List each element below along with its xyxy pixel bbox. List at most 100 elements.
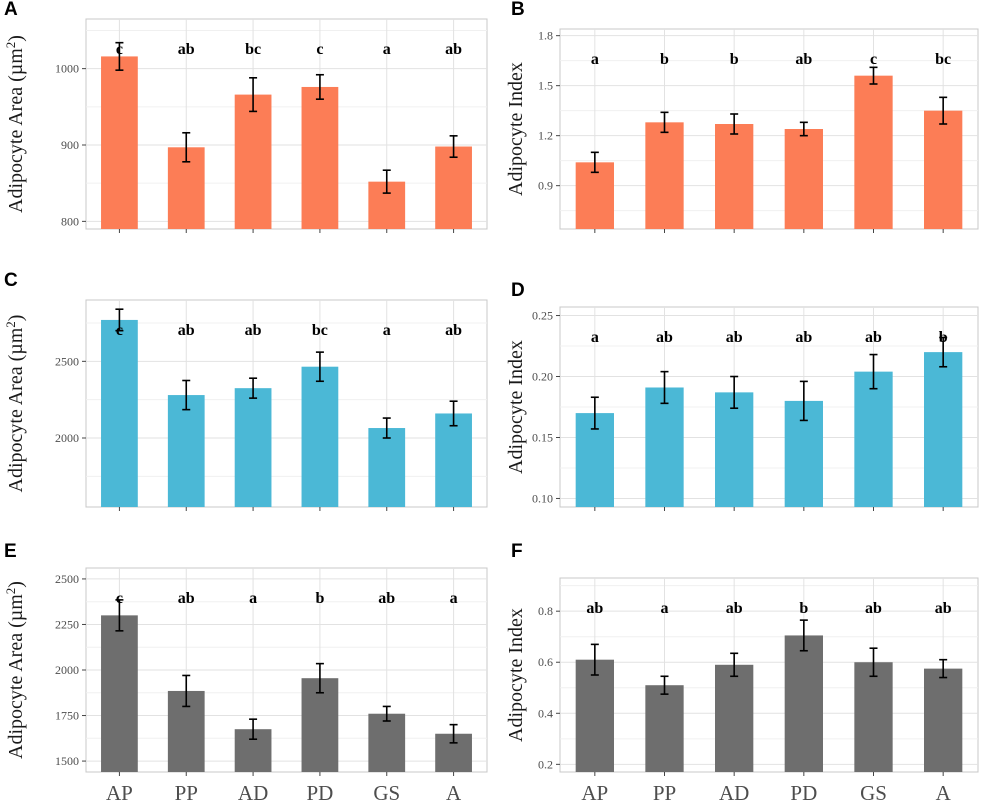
error-bar xyxy=(249,718,258,741)
y-tick-label: 2000 xyxy=(55,431,79,445)
error-bar xyxy=(660,675,669,695)
error-bar xyxy=(590,643,599,676)
y-tick-label: 2500 xyxy=(55,572,79,586)
error-bar xyxy=(730,113,739,135)
significance-letter: c xyxy=(870,51,877,68)
significance-letter: ab xyxy=(178,322,195,339)
y-tick-label: 0.2 xyxy=(538,757,553,771)
error-bar xyxy=(939,96,948,125)
panel-letter: F xyxy=(511,541,523,562)
plot-area xyxy=(85,18,488,230)
significance-letter: ab xyxy=(245,322,262,339)
significance-letter: ab xyxy=(865,329,882,346)
y-axis-label: Adipocyte Area (µm2) xyxy=(3,35,28,213)
panel-c: C 2000 2500 c ab ab bc a ab Adipocyte Area (µm2) xyxy=(3,270,488,511)
bar xyxy=(924,668,963,772)
significance-letter: ab xyxy=(445,322,462,339)
significance-letter: a xyxy=(450,590,458,607)
bar xyxy=(101,615,138,772)
y-tick-label: 1500 xyxy=(55,754,79,768)
bar xyxy=(435,413,472,507)
error-bar xyxy=(182,379,191,411)
y-tick-label: 2000 xyxy=(55,663,79,677)
error-bar xyxy=(249,77,258,113)
significance-letter: ab xyxy=(795,51,812,68)
bar xyxy=(924,352,963,507)
error-bar xyxy=(115,41,124,71)
significance-letter: ab xyxy=(726,600,743,617)
error-bar xyxy=(182,674,191,708)
bar xyxy=(645,122,684,229)
significance-letter: b xyxy=(315,590,324,607)
x-tick-label: AP xyxy=(106,781,133,805)
x-tick-label: AD xyxy=(719,781,749,805)
y-axis-label: Adipocyte Index xyxy=(505,340,527,474)
error-bar xyxy=(115,599,124,632)
y-tick-label: 1.5 xyxy=(538,79,553,93)
bar xyxy=(167,395,205,507)
plot-area xyxy=(559,577,979,773)
y-tick-label: 0.25 xyxy=(532,309,553,323)
significance-letter: c xyxy=(116,590,123,607)
y-axis-label: Adipocyte Area (µm2) xyxy=(3,315,28,493)
bar xyxy=(715,392,754,507)
x-tick-label: AP xyxy=(581,781,608,805)
y-tick-label: 1.2 xyxy=(538,129,553,143)
significance-letter: ab xyxy=(795,329,812,346)
bar xyxy=(368,713,406,772)
bar xyxy=(715,664,754,772)
x-tick-label: GS xyxy=(373,781,400,805)
error-bar xyxy=(315,662,324,694)
bar xyxy=(234,94,272,229)
y-tick-label: 2250 xyxy=(55,617,79,631)
error-bar xyxy=(315,73,324,100)
significance-letter: ab xyxy=(935,600,952,617)
bar xyxy=(101,319,138,507)
significance-letter: ab xyxy=(378,590,395,607)
x-tick-label: PD xyxy=(306,781,333,805)
x-tick-label: PD xyxy=(790,781,817,805)
significance-letter: bc xyxy=(935,51,951,68)
error-bar xyxy=(939,336,948,368)
significance-letter: ab xyxy=(865,600,882,617)
y-tick-label: 800 xyxy=(61,214,79,228)
bar xyxy=(854,75,893,230)
panel-letter: C xyxy=(4,270,18,291)
error-bar xyxy=(730,652,739,678)
bar xyxy=(784,635,823,772)
bar xyxy=(784,129,823,229)
significance-letter: b xyxy=(660,51,669,68)
x-tick-label: AD xyxy=(238,781,268,805)
error-bar xyxy=(449,400,458,427)
panel-d: D 0.10 0.15 0.20 0.25 a ab ab ab ab b Adipocyte Ind… xyxy=(505,280,979,511)
significance-letter: bc xyxy=(245,41,261,58)
error-bar xyxy=(382,169,391,194)
x-tick-label: A xyxy=(446,781,462,805)
y-tick-label: 1000 xyxy=(55,62,79,76)
significance-letter: bc xyxy=(312,322,328,339)
significance-letter: ab xyxy=(178,41,195,58)
x-tick-label: PP xyxy=(653,781,676,805)
significance-letter: b xyxy=(730,51,739,68)
error-bar xyxy=(660,370,669,405)
significance-letter: c xyxy=(116,322,123,339)
panel-letter: E xyxy=(4,541,17,562)
error-bar xyxy=(799,619,808,652)
significance-letter: ab xyxy=(656,329,673,346)
error-bar xyxy=(315,351,324,383)
plot-area xyxy=(85,299,488,508)
error-bar xyxy=(115,308,124,332)
significance-letter: ab xyxy=(586,600,603,617)
y-axis-label: Adipocyte Index xyxy=(505,608,527,742)
significance-letter: a xyxy=(383,41,391,58)
significance-letter: ab xyxy=(445,41,462,58)
bar xyxy=(575,659,614,772)
error-bar xyxy=(869,66,878,85)
error-bar xyxy=(449,135,458,159)
bar xyxy=(234,388,272,507)
y-tick-label: 0.6 xyxy=(538,655,553,669)
error-bar xyxy=(939,658,948,679)
bar xyxy=(435,146,472,229)
bar xyxy=(924,110,963,229)
